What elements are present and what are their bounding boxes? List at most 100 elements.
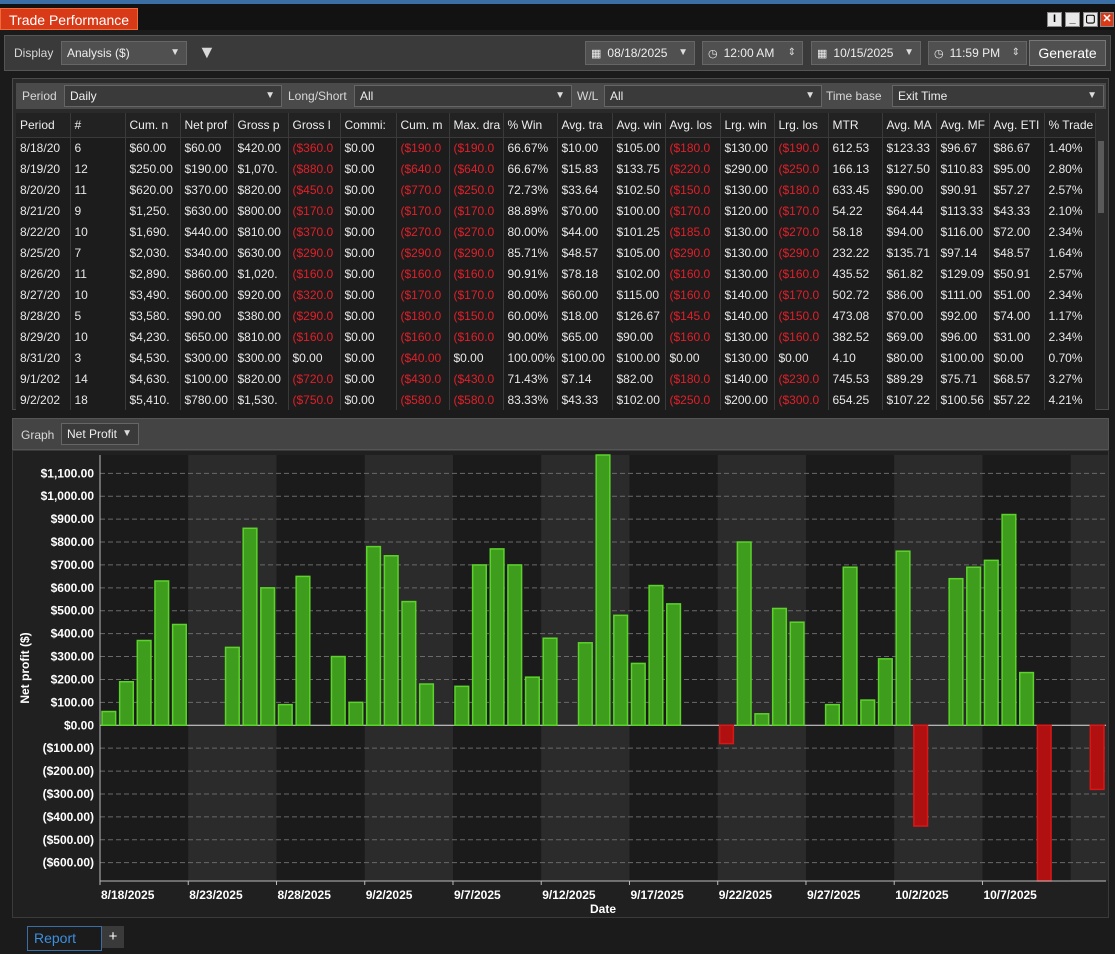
table-cell: $50.91 (989, 263, 1045, 284)
chevron-down-icon: ▼ (678, 47, 688, 58)
minimize-button[interactable]: _ (1065, 12, 1080, 27)
column-header[interactable]: MTR (828, 113, 883, 138)
column-header[interactable]: Avg. tra (557, 113, 613, 138)
table-row[interactable]: 8/31/20 3 $4,530. $300.00 $300.00 $0.00 $0.00(… (16, 347, 1096, 368)
y-tick-label: $900.00 (51, 512, 95, 526)
filter-bar: Period Daily ▼ Long/Short All ▼ W/L All ▼ T… (16, 83, 1106, 109)
chevron-down-icon: ▼ (1087, 90, 1097, 101)
wl-select[interactable]: All ▼ (604, 85, 822, 107)
column-header[interactable]: Cum. n (125, 113, 181, 138)
table-row[interactable]: 8/21/20 9 $1,250. $630.00 $800.00 ($170.0 $0.0… (16, 200, 1096, 221)
longshort-select[interactable]: All ▼ (354, 85, 572, 107)
column-header[interactable]: Avg. los (665, 113, 721, 138)
column-header[interactable]: Net prof (180, 113, 234, 138)
add-tab-button[interactable]: + (102, 926, 124, 948)
table-cell: $1,690. (125, 221, 181, 242)
column-header[interactable]: Avg. ETI (989, 113, 1045, 138)
table-cell: $130.00 (720, 179, 775, 200)
table-cell: $140.00 (720, 305, 775, 326)
end-date-picker[interactable]: ▦ 10/15/2025 ▼ (811, 41, 921, 65)
table-cell: ($750.0 (288, 389, 341, 410)
column-header[interactable]: Max. dra (449, 113, 504, 138)
column-header[interactable]: Lrg. win (720, 113, 775, 138)
table-row[interactable]: 8/28/20 5 $3,580. $90.00 $380.00 ($290.0 $0.00… (16, 305, 1096, 326)
graph-select[interactable]: Net Profit ▼ (61, 423, 139, 445)
column-header[interactable]: # (70, 113, 126, 138)
table-cell: ($220.0 (665, 158, 721, 179)
timebase-select[interactable]: Exit Time ▼ (892, 85, 1104, 107)
table-cell: $100.00 (180, 368, 234, 389)
column-header[interactable]: Lrg. los (774, 113, 829, 138)
table-row[interactable]: 8/29/20 10 $4,230. $650.00 $810.00 ($160.0 $0.… (16, 326, 1096, 347)
spinner-icon[interactable]: ⇕ (1011, 47, 1020, 58)
table-cell: 435.52 (828, 263, 883, 284)
column-header[interactable]: Avg. win (612, 113, 666, 138)
column-header[interactable]: Avg. MA (882, 113, 937, 138)
y-tick-label: $1,100.00 (41, 466, 95, 480)
table-cell: ($580.0 (449, 389, 504, 410)
table-row[interactable]: 9/2/202 18 $5,410. $780.00 $1,530. ($750.0 $0.… (16, 389, 1096, 410)
y-tick-label: ($400.00) (43, 810, 94, 824)
column-header[interactable]: Cum. m (396, 113, 450, 138)
table-row[interactable]: 8/27/20 10 $3,490. $600.00 $920.00 ($320.0 $0.… (16, 284, 1096, 305)
table-cell: 4.21% (1044, 389, 1096, 410)
y-tick-label: $100.00 (51, 695, 95, 709)
table-cell: 6 (70, 137, 126, 158)
column-header[interactable]: Period (16, 113, 71, 138)
table-cell: $101.25 (612, 221, 666, 242)
x-tick-label: 8/28/2025 (277, 888, 331, 902)
table-cell: $0.00 (340, 158, 397, 179)
column-header[interactable]: % Trade (1044, 113, 1096, 138)
table-row[interactable]: 9/1/202 14 $4,630. $100.00 $820.00 ($720.0 $0.… (16, 368, 1096, 389)
generate-button[interactable]: Generate (1029, 40, 1106, 66)
table-cell: ($170.0 (396, 200, 450, 221)
table-row[interactable]: 8/25/20 7 $2,030. $340.00 $630.00 ($290.0 $0.0… (16, 242, 1096, 263)
tab-report[interactable]: Report (27, 926, 102, 951)
table-cell: ($250.0 (665, 389, 721, 410)
table-cell: $140.00 (720, 284, 775, 305)
table-cell: 90.00% (503, 326, 558, 347)
table-cell: $0.00 (340, 137, 397, 158)
table-row[interactable]: 8/18/20 6 $60.00 $60.00 $420.00 ($360.0 $0.00(… (16, 137, 1096, 158)
table-cell: 10 (70, 326, 126, 347)
pin-window-icon[interactable]: I (1047, 12, 1062, 27)
filter-icon[interactable]: ▼ (198, 42, 216, 62)
profit-bar (1019, 671, 1035, 727)
table-cell: $105.00 (612, 242, 666, 263)
table-row[interactable]: 8/19/20 12 $250.00 $190.00 $1,070. ($880.0 $0.… (16, 158, 1096, 179)
maximize-button[interactable]: ▢ (1083, 12, 1098, 27)
spinner-icon[interactable]: ⇕ (787, 47, 796, 58)
table-cell: 7 (70, 242, 126, 263)
window-titlebar: Trade Performance I _ ▢ ✕ (0, 0, 1115, 30)
table-cell: ($180.0 (665, 137, 721, 158)
table-row[interactable]: 8/26/20 11 $2,890. $860.00 $1,020. ($160.0 $0.… (16, 263, 1096, 284)
display-select[interactable]: Analysis ($) ▼ (61, 41, 187, 65)
graph-bar: Graph Net Profit ▼ (12, 418, 1109, 450)
column-header[interactable]: Gross l (288, 113, 341, 138)
end-time-picker[interactable]: ◷ 11:59 PM ⇕ (928, 41, 1027, 65)
grid-header-row: Period # Cum. n Net prof Gross p Gross l Commi… (16, 113, 1096, 138)
start-time-picker[interactable]: ◷ 12:00 AM ⇕ (702, 41, 803, 65)
table-cell: ($170.0 (665, 200, 721, 221)
table-cell: $31.00 (989, 326, 1045, 347)
profit-bar (842, 566, 858, 727)
table-cell: $70.00 (882, 305, 937, 326)
table-cell: $340.00 (180, 242, 234, 263)
bottom-tab-bar: Report + (0, 924, 1115, 954)
column-header[interactable]: Gross p (233, 113, 289, 138)
column-header[interactable]: % Win (503, 113, 558, 138)
table-row[interactable]: 8/22/20 10 $1,690. $440.00 $810.00 ($370.0 $0.… (16, 221, 1096, 242)
column-header[interactable]: Commi: (340, 113, 397, 138)
table-cell: $64.44 (882, 200, 937, 221)
grid-vertical-scrollbar[interactable] (1096, 113, 1106, 407)
period-select[interactable]: Daily ▼ (64, 85, 282, 107)
column-header[interactable]: Avg. MF (936, 113, 990, 138)
start-date-picker[interactable]: ▦ 08/18/2025 ▼ (585, 41, 695, 65)
table-cell: 85.71% (503, 242, 558, 263)
close-button[interactable]: ✕ (1100, 12, 1114, 27)
table-cell: $0.00 (340, 200, 397, 221)
table-cell: $0.00 (340, 221, 397, 242)
table-row[interactable]: 8/20/20 11 $620.00 $370.00 $820.00 ($450.0 $0.… (16, 179, 1096, 200)
timebase-label: Time base (826, 89, 882, 103)
scrollbar-thumb[interactable] (1098, 141, 1104, 213)
